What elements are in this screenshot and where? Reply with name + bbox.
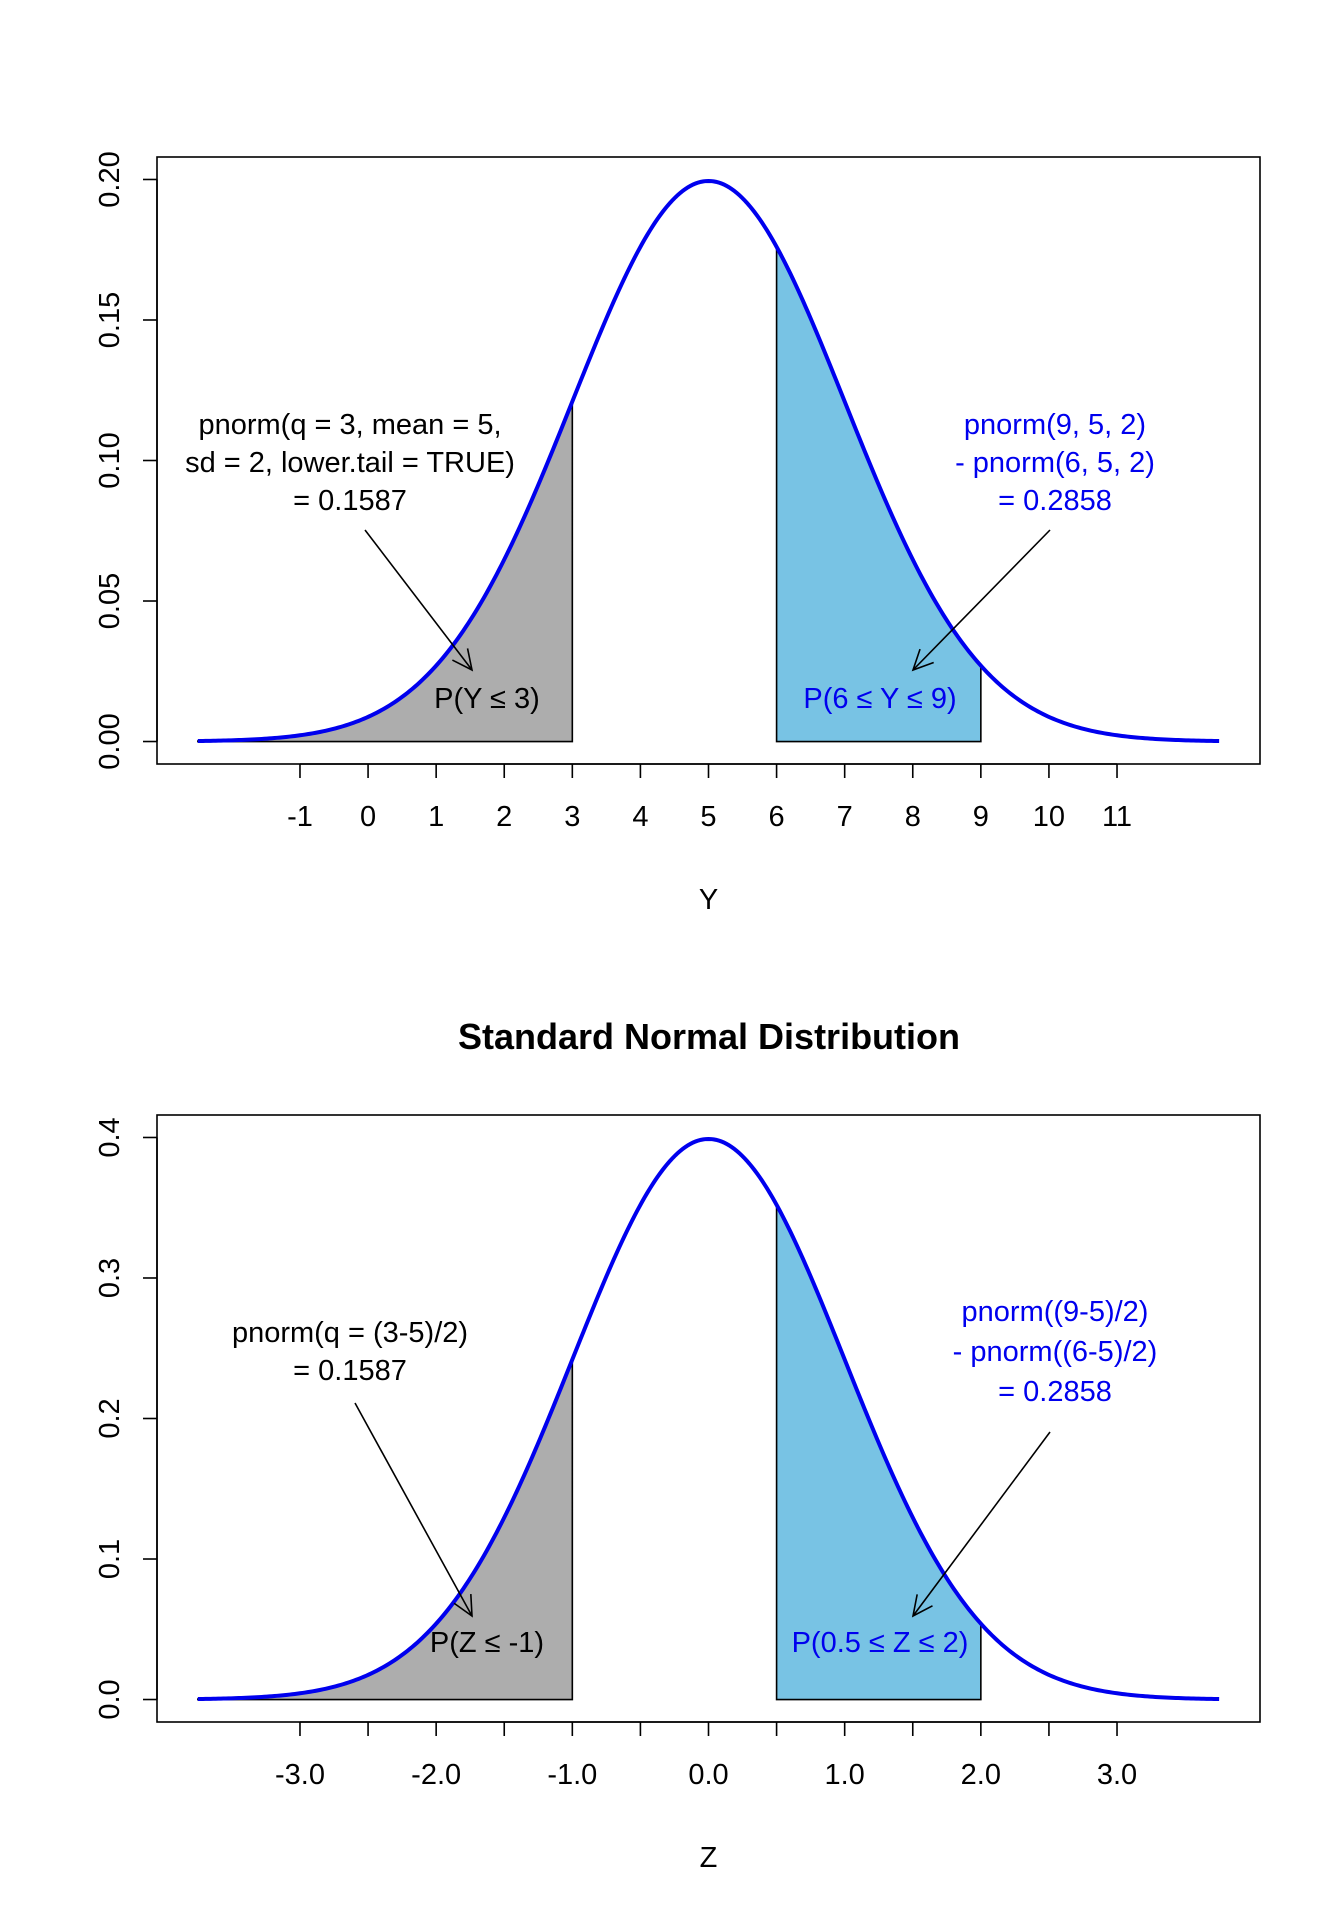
x-tick-label: -1 — [287, 801, 313, 833]
y-axis: 0.0 0.1 0.2 0.3 0.4 — [94, 1117, 158, 1720]
x-tick-label: 9 — [973, 801, 989, 833]
right-area-label: P(6 ≤ Y ≤ 9) — [803, 683, 956, 715]
middle-area — [775, 1204, 982, 1701]
y-tick-label: 0.10 — [94, 432, 126, 488]
x-tick-label: 3 — [564, 801, 580, 833]
annotations: pnorm(q = (3-5)/2) = 0.1587 pnorm((9-5)/2)… — [232, 1296, 1157, 1659]
y-tick-label: 0.20 — [94, 151, 126, 207]
x-tick-label: 3.0 — [1097, 1759, 1137, 1791]
right-annotation-line: - pnorm(6, 5, 2) — [955, 447, 1155, 479]
left-annotation-line: sd = 2, lower.tail = TRUE) — [185, 447, 515, 479]
x-tick-label: -3.0 — [275, 1759, 325, 1791]
y-tick-label: 0.2 — [94, 1398, 126, 1438]
top-normal-chart: 0.000.050.100.150.20 -1 0 1 2 3 4 5 6 7 8 9 10 11 Y … — [94, 151, 1261, 916]
x-tick-label: -1.0 — [547, 1759, 597, 1791]
x-tick-label: 2 — [496, 801, 512, 833]
middle-area — [775, 246, 982, 743]
standard-normal-chart: 0.0 0.1 0.2 0.3 0.4 -3.0 -2.0 -1.0 0.0 1.0 2.0 3.0… — [94, 1114, 1261, 1874]
right-arrow-head — [911, 648, 934, 672]
left-annotation-line: pnorm(q = (3-5)/2) — [232, 1317, 468, 1349]
right-annotation-line: - pnorm((6-5)/2) — [953, 1336, 1158, 1368]
y-tick-label: 0.00 — [94, 713, 126, 769]
x-tick-label: -2.0 — [411, 1759, 461, 1791]
density-curve — [197, 178, 1220, 744]
left-arrow — [354, 1402, 473, 1617]
annotations: pnorm(q = 3, mean = 5, sd = 2, lower.tail… — [185, 409, 1155, 715]
x-tick-label: 8 — [905, 801, 921, 833]
chart-title: Standard Normal Distribution — [458, 1016, 960, 1057]
x-axis: -1 0 1 2 3 4 5 6 7 8 9 10 11 — [287, 763, 1132, 833]
density-curve — [197, 1136, 1220, 1702]
y-tick-label: 0.0 — [94, 1679, 126, 1719]
x-tick-label: 1 — [428, 801, 444, 833]
left-arrow — [364, 529, 473, 671]
x-axis-title: Z — [700, 1842, 718, 1874]
y-tick-label: 0.3 — [94, 1258, 126, 1298]
x-tick-label: 10 — [1033, 801, 1065, 833]
left-arrow-head — [453, 1593, 473, 1618]
y-tick-label: 0.05 — [94, 573, 126, 629]
left-annotation-line: = 0.1587 — [293, 485, 407, 517]
y-tick-label: 0.15 — [94, 292, 126, 348]
right-arrow — [912, 529, 1051, 671]
left-annotation-line: pnorm(q = 3, mean = 5, — [198, 409, 501, 441]
y-tick-label: 0.1 — [94, 1539, 126, 1579]
y-tick-label: 0.4 — [94, 1117, 126, 1157]
left-arrow-head — [452, 648, 474, 672]
shaded-areas — [197, 1204, 982, 1701]
plot-frame — [156, 1114, 1261, 1723]
x-tick-label: 5 — [700, 801, 716, 833]
left-annotation-line: = 0.1587 — [293, 1355, 407, 1387]
right-annotation-line: pnorm(9, 5, 2) — [964, 409, 1146, 441]
x-tick-label: 0 — [360, 801, 376, 833]
right-arrow — [912, 1431, 1051, 1617]
x-tick-label: 2.0 — [961, 1759, 1001, 1791]
y-axis: 0.00 0.05 0.10 0.15 0.20 — [94, 151, 158, 770]
right-annotation-line: = 0.2858 — [998, 1376, 1112, 1408]
x-tick-label: 4 — [632, 801, 648, 833]
x-tick-label: 0.0 — [688, 1759, 728, 1791]
left-area-label: P(Y ≤ 3) — [434, 683, 540, 715]
x-axis-title: Y — [699, 884, 718, 916]
x-tick-label: 1.0 — [825, 1759, 865, 1791]
right-annotation-line: pnorm((9-5)/2) — [962, 1296, 1149, 1328]
right-area-label: P(0.5 ≤ Z ≤ 2) — [792, 1627, 969, 1659]
x-tick-label: 6 — [769, 801, 785, 833]
x-axis: -3.0 -2.0 -1.0 0.0 1.0 2.0 3.0 — [275, 1721, 1137, 1791]
right-arrow-head — [911, 1594, 933, 1618]
x-tick-label: 11 — [1102, 801, 1132, 833]
left-area-label: P(Z ≤ -1) — [430, 1627, 544, 1659]
x-tick-label: 7 — [837, 801, 853, 833]
right-annotation-line: = 0.2858 — [998, 485, 1112, 517]
